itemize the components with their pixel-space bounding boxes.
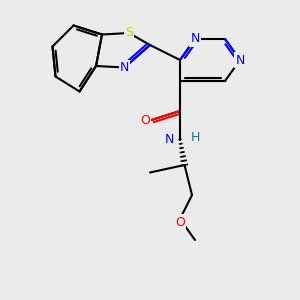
Text: H: H <box>190 130 200 144</box>
Text: O: O <box>140 113 150 127</box>
Text: N: N <box>190 32 200 46</box>
Text: N: N <box>120 61 129 74</box>
Text: N: N <box>235 53 245 67</box>
Text: O: O <box>175 215 185 229</box>
Text: S: S <box>125 26 133 40</box>
Text: N: N <box>165 133 175 146</box>
